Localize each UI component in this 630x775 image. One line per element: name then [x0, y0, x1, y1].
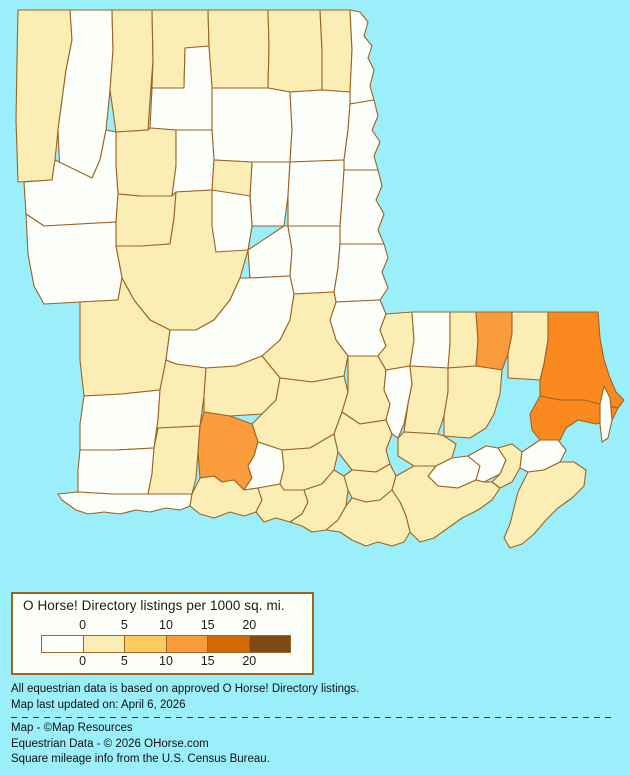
legend-ticks-top: 0 5 10 15 20 [41, 618, 291, 633]
parish-tensas [339, 169, 385, 245]
legend-color-scale [41, 635, 291, 653]
legend-tick-5-top: 5 [120, 618, 128, 632]
legend-tick-0-bottom: 0 [79, 654, 87, 668]
parish-red-river [115, 191, 177, 247]
parish-east-baton-rouge [403, 365, 449, 435]
legend-tick-20-top: 20 [242, 618, 257, 632]
parish-terrebonne [325, 489, 411, 547]
map-container [15, 9, 625, 549]
legend-swatch-2 [125, 636, 167, 652]
louisiana-parish-map [15, 9, 625, 549]
footer-data-copyright: Equestrian Data - © 2026 OHorse.com [11, 737, 209, 750]
parish-richland [289, 89, 351, 163]
legend-swatch-4 [208, 636, 250, 652]
parish-morehouse [267, 9, 323, 93]
legend-tick-20-bottom: 20 [242, 654, 257, 668]
parish-caldwell [249, 161, 291, 227]
legend-tick-15-top: 15 [200, 618, 215, 632]
parish-west-carroll [319, 9, 353, 93]
legend-ticks-bottom: 0 5 10 15 20 [41, 654, 291, 669]
parish-calcasieu [77, 447, 155, 495]
legend-swatch-5 [249, 636, 290, 652]
footer-census-credit: Square mileage info from the U.S. Census… [11, 753, 270, 765]
parish-la-salle [287, 225, 341, 295]
parish-winn [211, 189, 253, 253]
footer: All equestrian data is based on approved… [11, 682, 621, 768]
footer-data-source-note: All equestrian data is based on approved… [11, 683, 360, 695]
legend-swatch-3 [166, 636, 208, 652]
parish-east-feliciana [409, 311, 451, 369]
legend-swatch-1 [83, 636, 125, 652]
footer-divider [11, 717, 616, 718]
parish-ouachita [211, 87, 293, 163]
legend-tick-15-bottom: 15 [200, 654, 215, 668]
footer-last-updated: Map last updated on: April 6, 2026 [11, 698, 186, 711]
legend-tick-0-top: 0 [79, 618, 87, 632]
parish-bienville [115, 127, 177, 197]
parish-st-helena [447, 311, 479, 369]
island-chandeleur [599, 385, 613, 443]
parish-livingston [443, 365, 503, 439]
legend-swatch-0 [42, 636, 84, 652]
parish-catahoula [333, 243, 389, 303]
parish-jackson [171, 129, 215, 197]
parish-webster [109, 9, 154, 133]
parish-pointe-coupee [341, 355, 391, 425]
parish-madison [343, 99, 381, 171]
parish-st-bernard [529, 395, 619, 441]
legend-title: O Horse! Directory listings per 1000 sq.… [23, 598, 285, 613]
legend-tick-5-bottom: 5 [120, 654, 128, 668]
parish-st-charles [491, 443, 523, 489]
footer-map-credit: Map - ©Map Resources [11, 722, 133, 734]
legend-tick-10-bottom: 10 [159, 654, 173, 668]
parish-beauregard [79, 389, 161, 451]
map-legend: O Horse! Directory listings per 1000 sq.… [11, 592, 314, 675]
parish-union [207, 9, 270, 89]
parish-sabine [25, 213, 123, 305]
parish-jefferson-davis [147, 425, 201, 495]
parish-cameron [57, 491, 193, 515]
legend-tick-10-top: 10 [159, 618, 173, 632]
parish-franklin [287, 159, 345, 227]
parish-plaquemines [503, 461, 587, 549]
